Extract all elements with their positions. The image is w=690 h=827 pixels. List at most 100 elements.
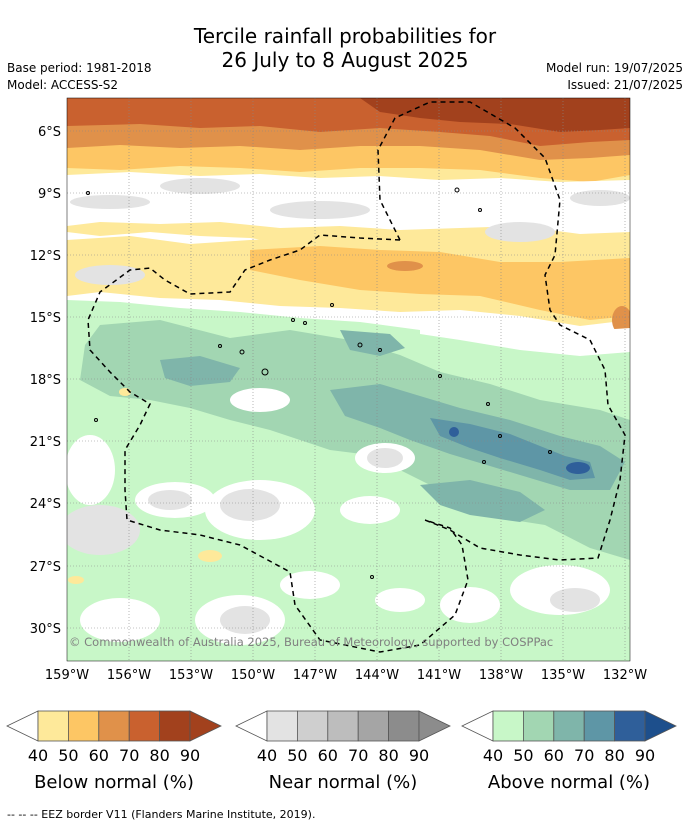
tick-label: 40 bbox=[483, 746, 503, 765]
tick-label: 80 bbox=[604, 746, 624, 765]
model-name: Model: ACCESS-S2 bbox=[7, 78, 119, 92]
near-normal-patch bbox=[70, 195, 150, 209]
colorbar-swatch bbox=[614, 710, 646, 742]
colorbar-swatch bbox=[553, 710, 585, 742]
tick-label: 70 bbox=[348, 746, 368, 765]
base-period: Base period: 1981-2018 bbox=[7, 61, 152, 75]
below-normal-title: Below normal (%) bbox=[34, 772, 194, 790]
colorbar-under-arrow bbox=[6, 710, 39, 742]
colorbar-swatch bbox=[357, 710, 390, 742]
lon-label: 159°W bbox=[45, 668, 89, 683]
colorbar-swatch bbox=[128, 710, 160, 742]
lat-label: 18°S bbox=[30, 373, 61, 388]
near-normal-patch bbox=[485, 222, 555, 242]
colorbar-swatch bbox=[388, 710, 420, 742]
lat-label: 9°S bbox=[38, 187, 61, 202]
colorbar-swatch bbox=[159, 710, 191, 742]
gridlines bbox=[67, 98, 630, 661]
above-normal-title: Above normal (%) bbox=[488, 772, 650, 790]
near-normal-patch bbox=[270, 201, 370, 219]
below-normal-patch bbox=[198, 550, 222, 562]
colorbar-swatch bbox=[266, 710, 298, 742]
near-normal-patch bbox=[570, 190, 630, 206]
near-normal-patch bbox=[148, 490, 192, 510]
colorbar-below-ticks: 40 50 60 70 80 90 bbox=[28, 746, 200, 765]
tick-label: 40 bbox=[257, 746, 277, 765]
above-normal-patch bbox=[566, 462, 590, 474]
map-frame bbox=[66, 97, 631, 662]
map-figure: © Commonwealth of Australia 2025, Bureau… bbox=[6, 97, 677, 790]
lon-axis: 159°W 156°W 153°W 150°W 147°W 144°W 141°… bbox=[45, 668, 647, 683]
colorbar-over-arrow bbox=[418, 710, 451, 742]
lon-label: 144°W bbox=[355, 668, 399, 683]
near-normal-patch bbox=[550, 588, 600, 612]
colorbar-near bbox=[235, 710, 451, 742]
colorbar-swatch bbox=[68, 710, 100, 742]
tick-label: 90 bbox=[409, 746, 429, 765]
map-title-line2: 26 July to 8 August 2025 bbox=[221, 48, 469, 72]
tick-label: 80 bbox=[378, 746, 398, 765]
colorbar-above bbox=[461, 710, 677, 742]
tick-label: 80 bbox=[149, 746, 169, 765]
colorbar-swatch bbox=[327, 710, 359, 742]
tick-label: 50 bbox=[58, 746, 78, 765]
near-normal-patch bbox=[75, 265, 145, 285]
eez-footnote: -- -- -- EEZ border V11 (Flanders Marine… bbox=[7, 808, 316, 821]
lat-label: 15°S bbox=[30, 311, 61, 326]
lat-label: 21°S bbox=[30, 435, 61, 450]
colorbar-over-arrow bbox=[644, 710, 677, 742]
below-normal-patch bbox=[387, 261, 423, 271]
tick-label: 50 bbox=[513, 746, 533, 765]
colorbar-below bbox=[6, 710, 222, 742]
tick-label: 50 bbox=[287, 746, 307, 765]
lon-label: 150°W bbox=[231, 668, 275, 683]
near-normal-patch bbox=[160, 178, 240, 194]
colorbar-swatch bbox=[523, 710, 555, 742]
white-patch bbox=[375, 588, 425, 612]
colorbar-near-ticks: 40 50 60 70 80 90 bbox=[257, 746, 429, 765]
islands bbox=[86, 187, 552, 579]
lat-label: 30°S bbox=[30, 622, 61, 637]
lat-axis: 6°S 9°S 12°S 15°S 18°S 21°S 24°S 27°S 30… bbox=[30, 125, 61, 637]
lon-label: 156°W bbox=[107, 668, 151, 683]
near-normal-patch bbox=[220, 489, 280, 521]
map-plot: © Commonwealth of Australia 2025, Bureau… bbox=[67, 98, 630, 661]
colorbar-under-arrow bbox=[461, 710, 494, 742]
white-patch bbox=[67, 435, 115, 505]
white-patch bbox=[230, 388, 290, 412]
below-normal-region bbox=[250, 246, 630, 320]
tick-label: 90 bbox=[635, 746, 655, 765]
tick-label: 70 bbox=[119, 746, 139, 765]
near-normal-title: Near normal (%) bbox=[269, 772, 418, 790]
above-normal-region bbox=[160, 356, 240, 386]
tick-label: 60 bbox=[89, 746, 109, 765]
lat-label: 24°S bbox=[30, 497, 61, 512]
colorbar-swatch bbox=[37, 710, 69, 742]
white-patch bbox=[340, 496, 400, 524]
lon-label: 135°W bbox=[541, 668, 585, 683]
near-normal-patch bbox=[367, 448, 403, 468]
lon-label: 132°W bbox=[603, 668, 647, 683]
below-normal-patch bbox=[68, 576, 84, 584]
model-run: Model run: 19/07/2025 bbox=[545, 61, 683, 75]
lon-label: 147°W bbox=[293, 668, 337, 683]
tick-label: 60 bbox=[318, 746, 338, 765]
above-normal-patch bbox=[449, 427, 459, 437]
eez-border bbox=[87, 101, 626, 653]
colorbar-under-arrow bbox=[235, 710, 268, 742]
lat-label: 12°S bbox=[30, 249, 61, 264]
lon-label: 138°W bbox=[479, 668, 523, 683]
colorbar-swatch bbox=[583, 710, 616, 742]
white-patch bbox=[80, 598, 160, 642]
near-normal-patch bbox=[220, 606, 270, 634]
lat-label: 6°S bbox=[38, 125, 61, 140]
near-normal-patch bbox=[67, 505, 140, 555]
tick-label: 70 bbox=[574, 746, 594, 765]
colorbar-over-arrow bbox=[189, 710, 222, 742]
white-patch bbox=[280, 571, 340, 599]
above-normal-region bbox=[430, 418, 595, 480]
tick-label: 40 bbox=[28, 746, 48, 765]
above-normal-region bbox=[420, 480, 545, 522]
colorbar-swatch bbox=[296, 710, 329, 742]
below-normal-patch bbox=[612, 306, 630, 334]
